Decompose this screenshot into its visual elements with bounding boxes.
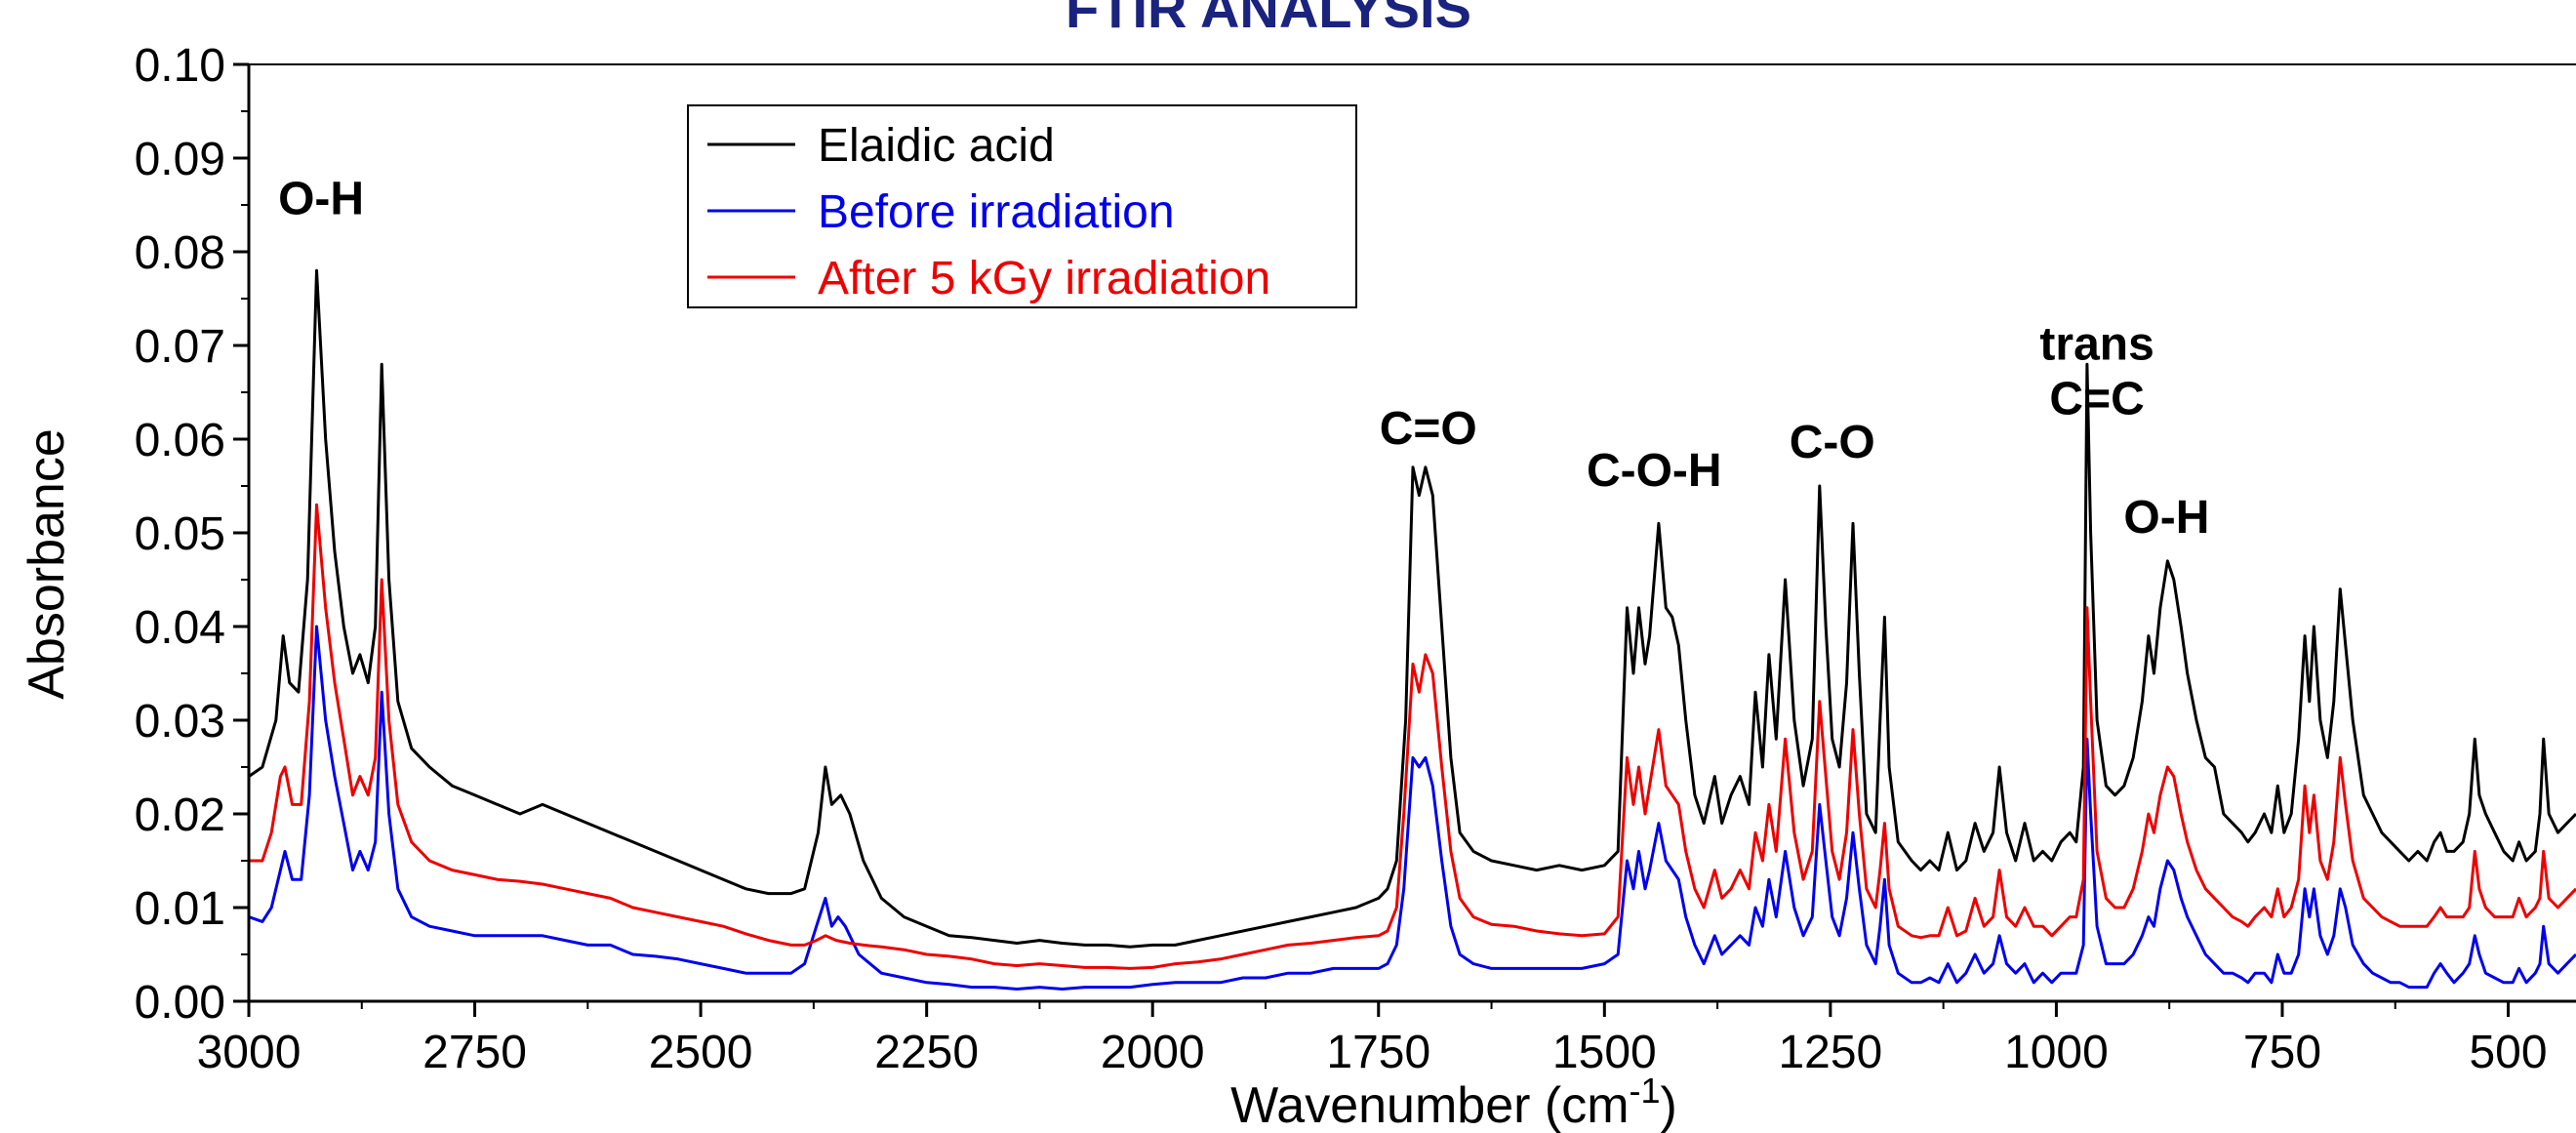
x-tick-label: 750: [2243, 1027, 2321, 1078]
x-tick-label: 3000: [197, 1027, 302, 1078]
y-tick-label: 0.02: [135, 789, 225, 841]
legend-label: Elaidic acid: [818, 120, 1055, 172]
y-tick-label: 0.10: [135, 40, 225, 92]
legend-label: After 5 kGy irradiation: [818, 253, 1270, 304]
peak-annotation: trans C=C: [2039, 318, 2153, 425]
legend-label: Before irradiation: [818, 186, 1175, 238]
y-tick-label: 0.05: [135, 508, 225, 560]
x-tick-label: 2000: [1101, 1027, 1205, 1078]
x-axis-title: Wavenumber (cm-1): [1230, 1071, 1677, 1133]
peak-annotation: C=O: [1380, 403, 1477, 455]
x-tick-label: 2500: [649, 1027, 753, 1078]
peak-annotation: C-O: [1790, 417, 1875, 468]
y-tick-label: 0.07: [135, 321, 225, 373]
x-tick-label: 1250: [1778, 1027, 1882, 1078]
x-axis-title-main: Wavenumber (cm: [1230, 1077, 1629, 1133]
peak-annotation-line: C-O-H: [1587, 445, 1722, 497]
peak-annotation-line: O-H: [2123, 492, 2209, 544]
y-tick-label: 0.08: [135, 227, 225, 279]
x-tick-label: 500: [2469, 1027, 2547, 1078]
peak-annotation: O-H: [278, 174, 364, 225]
y-tick-label: 0.04: [135, 602, 225, 654]
series-line-2: [249, 503, 2576, 970]
peak-annotation-line: C=C: [2049, 373, 2144, 425]
y-axis-title: Absorbance: [19, 428, 75, 700]
series-line-1: [248, 625, 2576, 991]
y-tick-label: 0.06: [135, 415, 225, 466]
peak-annotation-line: trans: [2039, 318, 2153, 370]
annotation-layer: O-H C=O C-O-H C-O trans C=C O-H: [278, 174, 2209, 544]
y-tick-label: 0.09: [135, 134, 225, 185]
peak-annotation-line: C-O: [1790, 417, 1875, 468]
peak-annotation: C-O-H: [1587, 445, 1722, 497]
legend-box: [687, 104, 1357, 308]
y-tick-label: 0.00: [135, 977, 225, 1029]
x-axis-title-superscript: -1: [1630, 1071, 1661, 1111]
x-axis-title-close: ): [1661, 1077, 1677, 1133]
x-tick-label: 1500: [1552, 1027, 1657, 1078]
y-tick-label: 0.03: [135, 696, 225, 748]
peak-annotation: O-H: [2123, 492, 2209, 544]
chart-title: FTIR ANALYSIS: [1066, 0, 1471, 39]
axes-layer: 0.00 0.01 0.02 0.03 0.04 0.05 0.06 0.07 0.08 0.09…: [135, 40, 2576, 1078]
x-tick-label: 1750: [1326, 1027, 1430, 1078]
series-layer: [248, 268, 2576, 991]
legend-items: Elaidic acid Before irradiation After 5 kG…: [707, 120, 1270, 304]
peak-annotation-line: O-H: [278, 174, 364, 225]
y-tick-label: 0.01: [135, 883, 225, 935]
x-tick-label: 2750: [423, 1027, 527, 1078]
peak-annotation-line: C=O: [1380, 403, 1477, 455]
series-line-0: [248, 268, 2576, 949]
x-tick-label: 1000: [2004, 1027, 2109, 1078]
legend: Elaidic acid Before irradiation After 5 kG…: [687, 104, 1357, 308]
x-tick-label: 2250: [874, 1027, 979, 1078]
